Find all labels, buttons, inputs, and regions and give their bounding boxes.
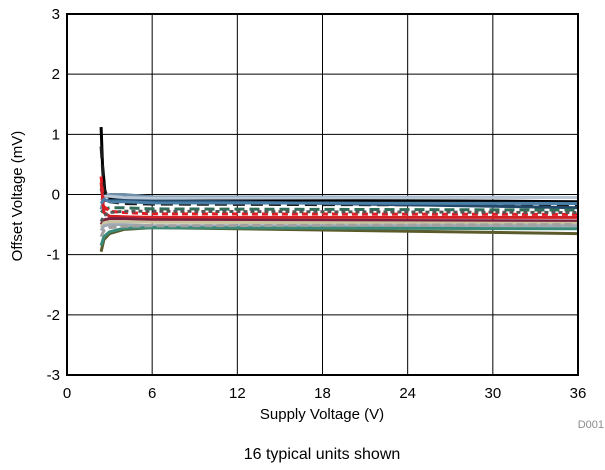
y-tick-label: 0 <box>52 187 60 204</box>
series-line-14 <box>99 226 579 247</box>
y-tick-label: -2 <box>47 307 60 324</box>
y-tick-label: -1 <box>47 247 60 264</box>
y-tick-label: 2 <box>52 66 60 83</box>
series-line-9 <box>99 217 579 226</box>
y-tick-labels: 3 2 1 0 -1 -2 -3 <box>47 6 60 384</box>
y-axis-title: Offset Voltage (mV) <box>9 131 26 262</box>
x-tick-label: 6 <box>148 385 156 402</box>
x-tick-labels: 0 6 12 18 24 30 36 <box>63 385 587 402</box>
x-tick-label: 24 <box>399 385 416 402</box>
series-line-13 <box>99 226 579 253</box>
y-tick-label: 3 <box>52 6 60 23</box>
x-tick-label: 36 <box>570 385 587 402</box>
x-tick-label: 0 <box>63 385 71 402</box>
series-line-16 <box>99 209 579 223</box>
y-tick-label: 1 <box>52 126 60 143</box>
x-tick-label: 18 <box>314 385 331 402</box>
y-tick-label: -3 <box>47 367 60 384</box>
series-group <box>99 127 579 253</box>
series-line-10 <box>99 220 579 229</box>
series-line-6 <box>100 206 579 214</box>
grid <box>66 13 579 376</box>
x-axis-title: Supply Voltage (V) <box>260 406 384 423</box>
series-line-15 <box>99 223 579 238</box>
chart-caption: 16 typical units shown <box>244 446 401 463</box>
series-line-12 <box>99 197 579 205</box>
series-line-1 <box>99 127 579 204</box>
plot-frame <box>66 13 579 376</box>
x-tick-label: 12 <box>229 385 246 402</box>
series-line-8 <box>99 182 578 219</box>
figure-code: D001 <box>578 419 604 431</box>
x-tick-label: 30 <box>484 385 501 402</box>
